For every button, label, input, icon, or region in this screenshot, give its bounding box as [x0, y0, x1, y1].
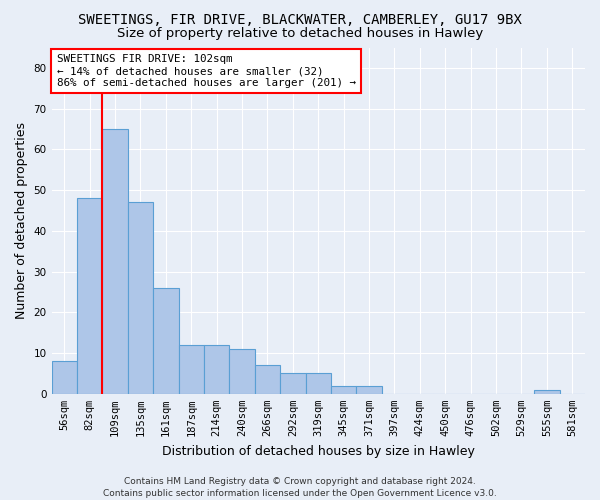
- Text: SWEETINGS, FIR DRIVE, BLACKWATER, CAMBERLEY, GU17 9BX: SWEETINGS, FIR DRIVE, BLACKWATER, CAMBER…: [78, 12, 522, 26]
- Y-axis label: Number of detached properties: Number of detached properties: [15, 122, 28, 319]
- Bar: [103, 129, 128, 394]
- Bar: [179, 345, 204, 394]
- Bar: [229, 349, 255, 394]
- Bar: [331, 386, 356, 394]
- Bar: [255, 366, 280, 394]
- Bar: [52, 361, 77, 394]
- Bar: [356, 386, 382, 394]
- Text: Contains HM Land Registry data © Crown copyright and database right 2024.
Contai: Contains HM Land Registry data © Crown c…: [103, 476, 497, 498]
- Bar: [280, 374, 305, 394]
- Text: Size of property relative to detached houses in Hawley: Size of property relative to detached ho…: [117, 28, 483, 40]
- Bar: [204, 345, 229, 394]
- Bar: [534, 390, 560, 394]
- Bar: [77, 198, 103, 394]
- X-axis label: Distribution of detached houses by size in Hawley: Distribution of detached houses by size …: [162, 444, 475, 458]
- Bar: [128, 202, 153, 394]
- Bar: [153, 288, 179, 394]
- Text: SWEETINGS FIR DRIVE: 102sqm
← 14% of detached houses are smaller (32)
86% of sem: SWEETINGS FIR DRIVE: 102sqm ← 14% of det…: [57, 54, 356, 88]
- Bar: [305, 374, 331, 394]
